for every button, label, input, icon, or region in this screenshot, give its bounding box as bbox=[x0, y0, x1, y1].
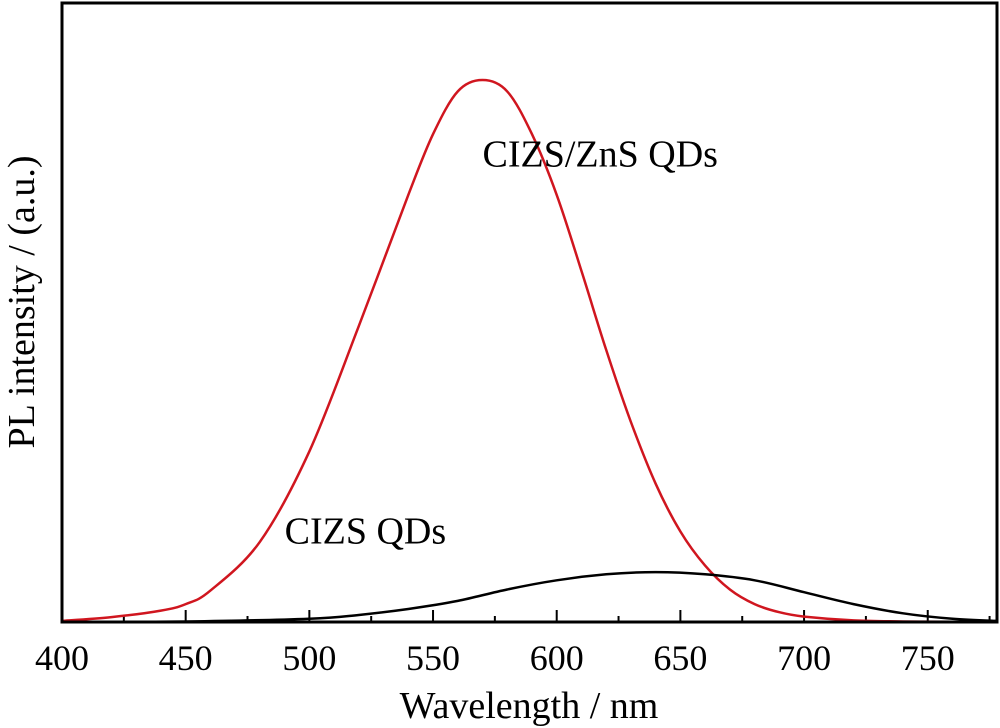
series-line-1 bbox=[61, 570, 998, 624]
x-tick-label: 450 bbox=[159, 638, 213, 678]
annotations: CIZS/ZnS QDs CIZS QDs bbox=[285, 134, 718, 553]
x-tick-label: 600 bbox=[530, 638, 584, 678]
x-tick-labels: 400 450 500 550 600 650 700 750 bbox=[35, 638, 955, 678]
series-group bbox=[61, 78, 998, 624]
series-line-0 bbox=[61, 78, 998, 624]
x-tick-label: 550 bbox=[406, 638, 460, 678]
plot-frame bbox=[60, 1, 999, 624]
x-tick-label: 400 bbox=[35, 638, 89, 678]
x-tick-label: 700 bbox=[777, 638, 831, 678]
x-tick-label: 500 bbox=[282, 638, 336, 678]
x-axis-title: Wavelength / nm bbox=[400, 685, 659, 727]
annotation-label-1: CIZS QDs bbox=[285, 510, 447, 552]
annotation-label-0: CIZS/ZnS QDs bbox=[483, 134, 718, 176]
x-tick-label: 650 bbox=[653, 638, 707, 678]
y-axis-title: PL intensity / (a.u.) bbox=[1, 155, 43, 448]
x-tick-label: 750 bbox=[901, 638, 955, 678]
